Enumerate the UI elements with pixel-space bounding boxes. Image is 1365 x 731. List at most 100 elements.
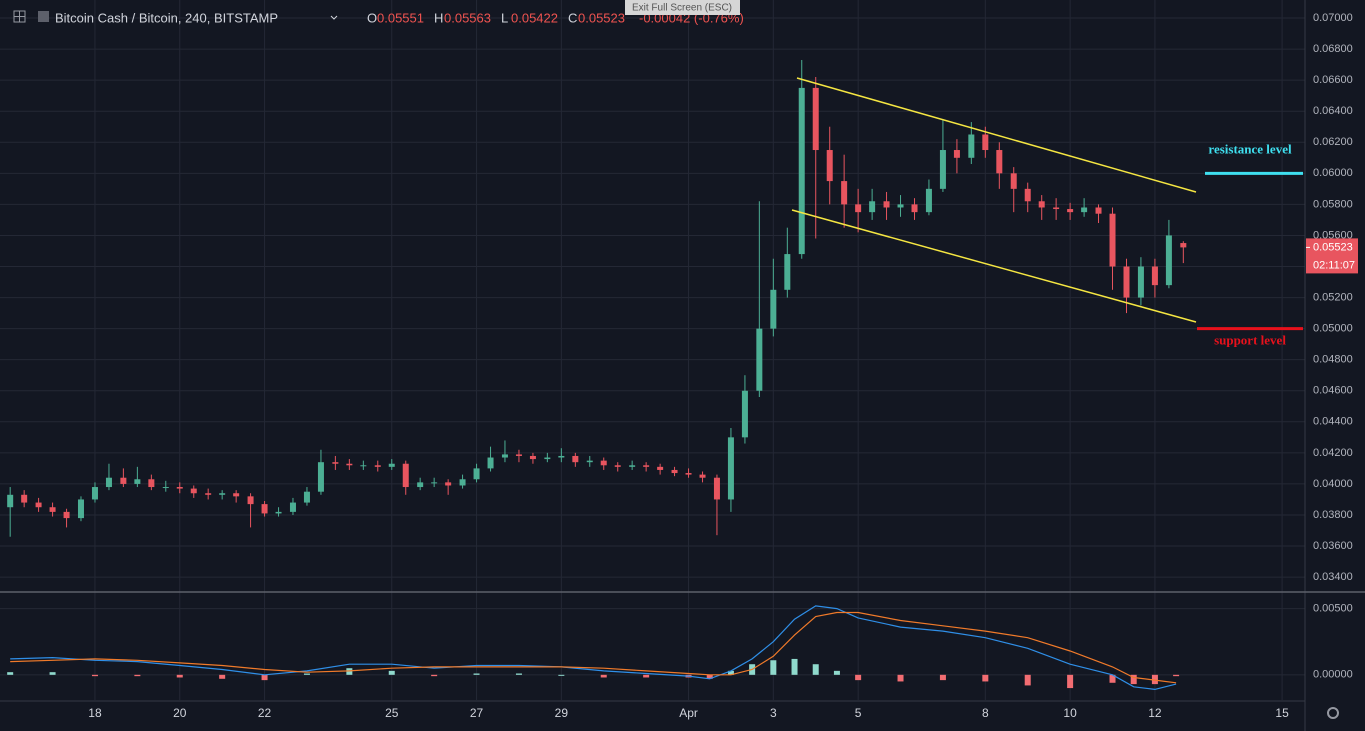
candle-body (1151, 266, 1158, 286)
candle-body (190, 488, 197, 494)
histogram-bar (261, 674, 268, 681)
candle-body (473, 468, 480, 480)
x-tick-label: 20 (173, 706, 187, 720)
candle-body (1137, 266, 1144, 298)
candle-body (162, 487, 169, 489)
candle-body (897, 204, 904, 208)
candle-body (756, 328, 763, 391)
candle-body (346, 463, 353, 466)
candle-body (572, 455, 579, 463)
candle-body (1109, 213, 1116, 267)
y-tick-label: 0.06200 (1313, 136, 1353, 148)
candle-body (360, 465, 367, 467)
histogram-bar (303, 673, 310, 675)
candle-body (35, 502, 42, 508)
channel-lower (791, 209, 1197, 323)
candle-body (727, 437, 734, 500)
x-tick-label: 10 (1063, 706, 1077, 720)
candle-body (21, 494, 28, 503)
candle-body (445, 482, 452, 486)
histogram-bar (1067, 674, 1074, 689)
candle-body (459, 479, 466, 486)
x-tick-label: 15 (1275, 706, 1289, 720)
candle-body (982, 134, 989, 151)
histogram-bar (515, 673, 522, 675)
candle-body (883, 201, 890, 208)
histogram-bar (1024, 674, 1031, 686)
candle-body (176, 487, 183, 489)
marks (7, 59, 1303, 691)
candle-body (586, 460, 593, 463)
histogram-bar (346, 668, 353, 675)
histogram-bar (600, 674, 607, 678)
y-tick-label: 0.05200 (1313, 291, 1353, 303)
ohlc-label: O (367, 10, 377, 25)
histogram-bar (939, 674, 946, 681)
histogram-bar (558, 674, 565, 676)
candle-body (49, 507, 56, 512)
y-tick-label: 0.03600 (1313, 540, 1353, 552)
ohlc-value: 0.05563 (444, 10, 491, 25)
y-tick-label: 0.03800 (1313, 509, 1353, 521)
histogram-bar (134, 674, 141, 677)
candle-body (699, 474, 706, 478)
y-tick-label: 0.04800 (1313, 354, 1353, 366)
exit-fullscreen-button[interactable] (625, 0, 740, 15)
candle-body (1180, 243, 1187, 248)
candle-body (317, 462, 324, 492)
candle-body (939, 150, 946, 189)
candle-body (855, 204, 862, 213)
ohlc-value: 0.05551 (377, 10, 424, 25)
x-tick-label: 5 (855, 706, 862, 720)
candle-body (544, 457, 551, 460)
histogram-bar (706, 674, 713, 679)
x-tick-label: 25 (385, 706, 399, 720)
candle-body (629, 465, 636, 467)
candle-body (148, 479, 155, 488)
candle-body (289, 502, 296, 512)
histogram-bar (1151, 674, 1158, 685)
y-tick-label: 0.05600 (1313, 229, 1353, 241)
dropdown-caret[interactable] (330, 15, 338, 20)
macd-line (10, 605, 1177, 691)
histogram-bar (727, 670, 734, 675)
candle-body (643, 465, 650, 467)
candle-body (784, 254, 791, 290)
histogram-bar (833, 670, 840, 675)
symbol-title[interactable]: Bitcoin Cash / Bitcoin, 240, BITSTAMP (55, 10, 278, 25)
histogram-bar (897, 674, 904, 682)
ohlc-label: L (501, 10, 508, 25)
candle-body (812, 87, 819, 151)
histogram-bar (91, 674, 98, 677)
candle-body (417, 482, 424, 488)
histogram-bar (812, 664, 819, 675)
histogram-bar (855, 674, 862, 681)
candle-body (374, 465, 381, 467)
histogram-bar (982, 674, 989, 682)
histogram-bar (49, 672, 56, 675)
candle-body (770, 289, 777, 329)
histogram-bar (388, 670, 395, 675)
candle-body (515, 454, 522, 456)
settings-icon[interactable] (1327, 707, 1339, 719)
candle-body (332, 462, 339, 464)
x-tick-label: 27 (470, 706, 484, 720)
histogram-bar (219, 674, 226, 679)
candle-body (1165, 235, 1172, 286)
y-tick-label: 0.03400 (1313, 571, 1353, 583)
histogram-bar (473, 673, 480, 675)
level-label: support level (1214, 333, 1286, 348)
candle-body (431, 482, 438, 484)
histogram-bar (770, 660, 777, 675)
candle-body (233, 493, 240, 497)
x-tick-label: 12 (1148, 706, 1162, 720)
candle-body (1067, 209, 1074, 213)
channel (791, 77, 1197, 323)
exit-fullscreen-text[interactable]: Exit Full Screen (ESC) (632, 3, 732, 14)
channel-upper (796, 77, 1197, 193)
candle-body (614, 465, 621, 467)
candle-body (219, 493, 226, 495)
y-tick-label: 0.04200 (1313, 447, 1353, 459)
